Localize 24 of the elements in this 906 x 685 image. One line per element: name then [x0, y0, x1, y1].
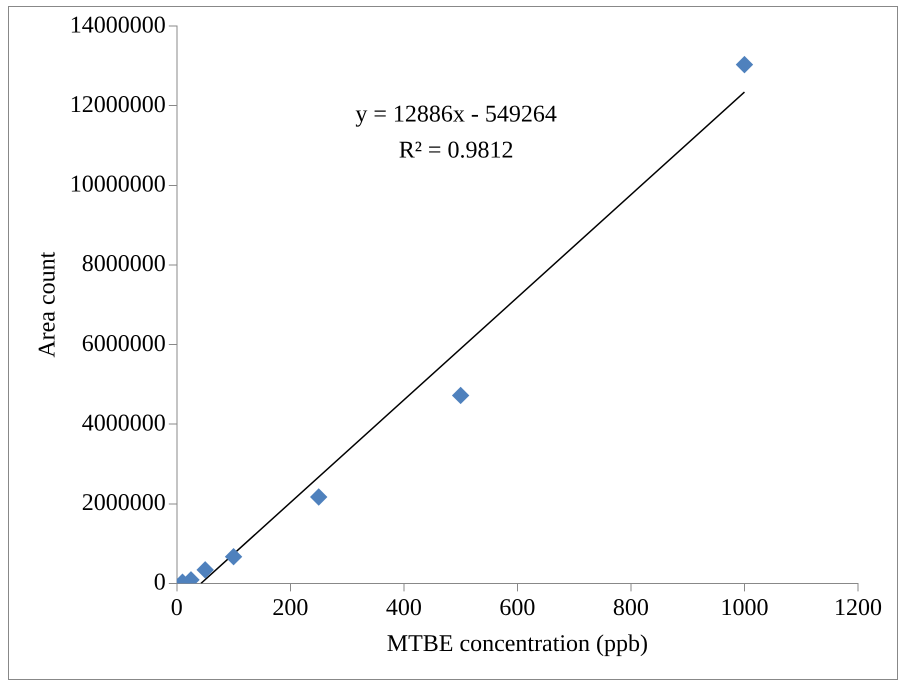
x-tick-label: 1000	[720, 595, 768, 622]
x-axis-title: MTBE concentration (ppb)	[386, 630, 648, 657]
y-tick-label: 14000000	[70, 12, 166, 38]
point	[225, 548, 242, 566]
annotation: R² = 0.9812	[398, 137, 514, 164]
y-tick-label: 8000000	[82, 251, 166, 278]
x-tick-label: 400	[386, 595, 422, 622]
y-tick-label: 4000000	[82, 410, 166, 436]
y-tick-label: 10000000	[70, 172, 166, 198]
x-tick-label: 200	[272, 595, 308, 622]
point	[196, 561, 214, 578]
y-tick-label: 6000000	[82, 330, 166, 357]
annotation: y = 12886x - 549264	[355, 101, 557, 128]
x-tick-label: 0	[170, 595, 183, 622]
y-axis-title: Area count	[34, 251, 61, 358]
x-tick-label: 1200	[834, 595, 882, 622]
y-tick-label: 0	[154, 570, 166, 596]
point	[452, 386, 470, 404]
y-tick-label: 12000000	[70, 92, 166, 118]
point	[736, 56, 753, 74]
x-tick-label: 600	[499, 595, 536, 622]
y-tick-label: 2000000	[82, 490, 166, 516]
point	[310, 488, 328, 506]
x-tick-label: 800	[612, 595, 649, 622]
